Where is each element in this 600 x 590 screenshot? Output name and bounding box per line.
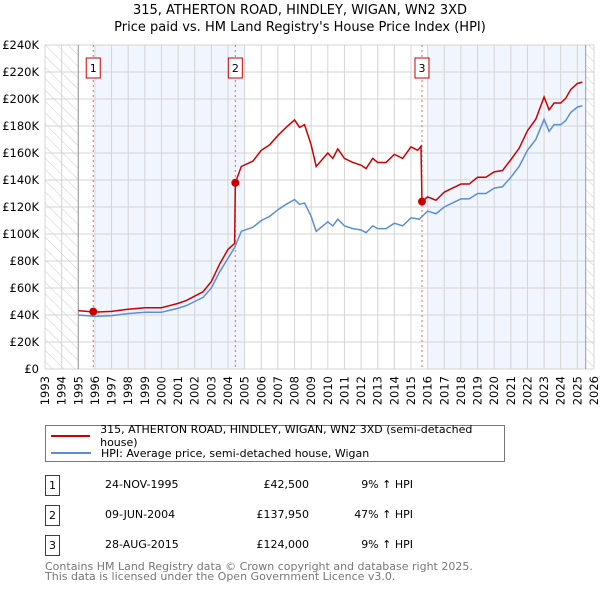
x-tick-label: 2015 [404,376,418,405]
sale-hpi: 47% ↑ HPI [354,508,413,521]
x-tick-label: 2009 [304,376,318,405]
x-tick-label: 2023 [537,376,551,405]
y-tick-label: £40K [10,308,40,322]
sale-point [417,197,426,206]
x-tick-label: 2016 [421,376,435,405]
x-tick-label: 2002 [188,376,202,405]
sale-hpi: 9% ↑ HPI [361,478,413,491]
y-tick-label: £60K [10,281,40,295]
x-tick-label: 2005 [238,376,252,405]
hpi-line [78,105,583,318]
x-tick-label: 2020 [487,376,501,405]
y-tick-label: £80K [10,254,40,268]
y-tick-label: £100K [2,227,39,241]
x-tick-label: 1994 [55,376,69,405]
legend-label: 315, ATHERTON ROAD, HINDLEY, WIGAN, WN2 … [100,423,473,449]
x-tick-label: 1997 [105,376,119,405]
sale-marker-box [85,57,101,79]
x-tick-label: 1998 [121,376,135,405]
x-tick-label: 2024 [554,376,568,405]
legend-swatch-blue [51,452,91,454]
sale-number: 2 [45,505,60,526]
y-tick-label: £20K [10,335,40,349]
sale-point [89,307,98,316]
property-line [78,81,583,313]
y-tick-label: £200K [2,92,39,106]
footer-licence: This data is licensed under the Open Gov… [45,570,396,583]
sale-date: 24-NOV-1995 [105,478,179,491]
x-tick-label: 2013 [371,376,385,405]
sale-marker-label: 2 [232,62,239,75]
chart-title: 315, ATHERTON ROAD, HINDLEY, WIGAN, WN2 … [132,3,468,18]
x-tick-label: 2025 [570,376,584,405]
y-tick-label: £160K [2,146,39,160]
x-tick-label: 1995 [71,376,85,405]
x-tick-label: 2008 [288,376,302,405]
sale-marker-label: 1 [90,62,97,75]
x-tick-label: 1996 [88,376,102,405]
x-tick-label: 2018 [454,376,468,405]
x-tick-label: 2010 [321,376,335,405]
sale-hpi: 9% ↑ HPI [361,538,413,551]
x-tick-label: 2021 [504,376,518,405]
x-tick-label: 2022 [520,376,534,405]
footer-copyright: Contains HM Land Registry data © Crown c… [45,560,473,573]
sale-marker-box [227,57,243,79]
x-tick-label: 2004 [221,376,235,405]
sale-marker-box [414,57,430,79]
plot-area: 1993 1994 1995 1996 1997 1998 1999 2000 2001 2002… [2,38,600,405]
x-tick-label: 1993 [38,376,52,405]
sale-price: £42,500 [263,478,310,491]
sale-price: £124,000 [256,538,310,551]
x-tick-label: 2019 [471,376,485,405]
chart-subtitle: Price paid vs. HM Land Registry's House … [114,20,486,35]
sale-marker-label: 3 [418,62,425,75]
y-tick-label: £180K [2,119,39,133]
y-tick-label: £120K [2,200,39,214]
y-tick-label: £0 [24,362,39,376]
legend-label: HPI: Average price, semi-detached house,… [101,446,370,460]
x-tick-label: 2017 [437,376,451,405]
y-tick-label: £140K [2,173,39,187]
x-tick-label: 2003 [204,376,218,405]
x-tick-label: 2007 [271,376,285,405]
sale-point [231,178,240,187]
y-tick-label: £240K [2,38,39,52]
x-tick-label: 2001 [171,376,185,405]
sale-price: £137,950 [256,508,310,521]
sale-date: 28-AUG-2015 [105,538,179,551]
legend-item-property: 315, ATHERTON ROAD, HINDLEY, WIGAN, WN2 … [51,423,504,449]
y-tick-label: £220K [2,65,39,79]
x-tick-label: 2006 [254,376,268,405]
x-tick-label: 2000 [154,376,168,405]
sale-number: 1 [45,475,60,496]
x-tick-label: 1999 [138,376,152,405]
sale-number: 3 [45,535,60,556]
x-tick-label: 2026 [587,376,600,405]
x-tick-label: 2012 [354,376,368,405]
legend-swatch-red [51,435,91,437]
x-tick-label: 2011 [337,376,351,405]
x-tick-label: 2014 [387,376,401,405]
legend: 315, ATHERTON ROAD, HINDLEY, WIGAN, WN2 … [45,423,505,462]
sale-date: 09-JUN-2004 [105,508,176,521]
legend-item-hpi: HPI: Average price, semi-detached house,… [51,445,369,461]
